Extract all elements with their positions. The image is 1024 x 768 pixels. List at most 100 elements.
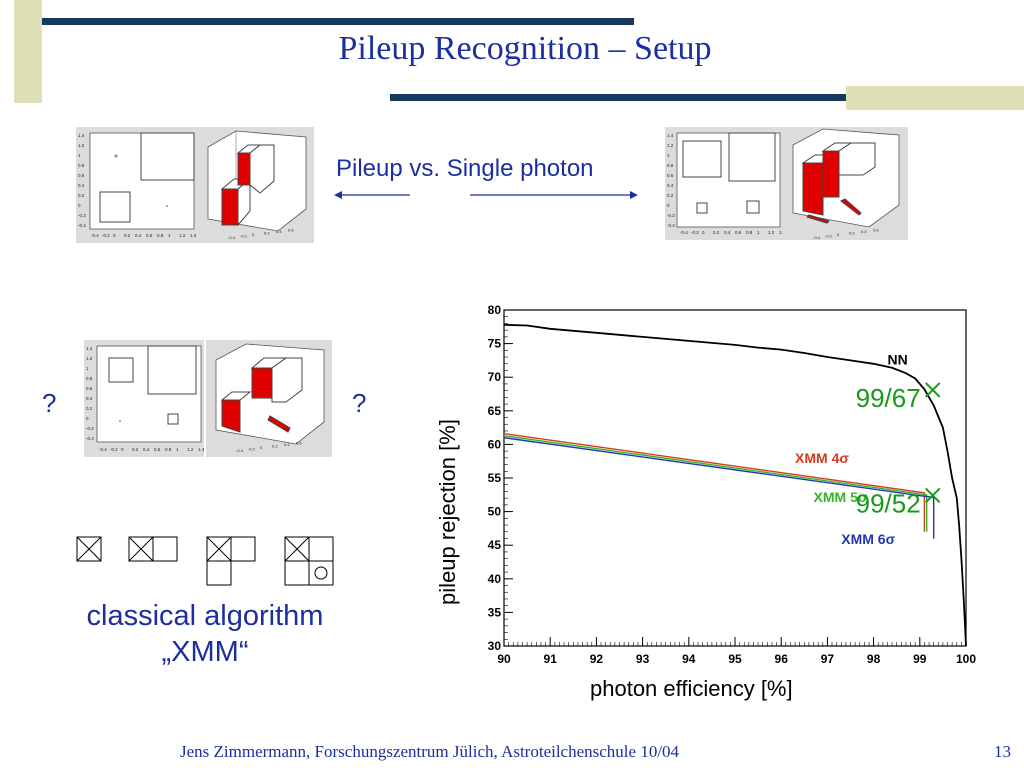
- thumb-x-tick: 0.4: [724, 230, 731, 235]
- lego-tick: 0.4: [276, 229, 282, 234]
- thumb-y-tick: 0.8: [667, 163, 674, 168]
- thumb-y-tick: 1: [667, 153, 670, 158]
- lego-tick: 0: [260, 445, 263, 450]
- header-accent-vertical: [14, 0, 42, 103]
- thumb-x-tick: 1.2: [187, 447, 194, 452]
- thumb-x-tick: 1.4: [779, 230, 783, 235]
- thumb-y-tick: 1.4: [86, 346, 93, 351]
- thumb-y-tick: 0.4: [78, 183, 85, 188]
- question-mark-right: ?: [352, 388, 367, 418]
- thumb-y-tick: -0.2: [86, 426, 94, 431]
- thumb-x-tick: 0: [121, 447, 124, 452]
- x-tick-label: 92: [590, 652, 604, 666]
- thumb-x-tick: 0: [702, 230, 705, 235]
- thumb-y-tick: 0.6: [667, 173, 674, 178]
- thumb-x-tick: -0.2: [102, 233, 110, 238]
- thumb-y-tick: 0.8: [78, 163, 85, 168]
- series-label-3: XMM 6σ: [841, 531, 895, 547]
- y-axis-label: pileup rejection [%]: [435, 419, 460, 605]
- thumb-x-tick: 1: [168, 233, 171, 238]
- y-tick-label: 60: [488, 437, 502, 451]
- thumb-y-tick: 1.2: [78, 143, 85, 148]
- thumb-y-tick: 1.2: [86, 356, 93, 361]
- thumb-x-tick: -0.2: [691, 230, 699, 235]
- pileup-hit-map: -0.4 -0.2 0 0.2 0.4 0.6 0.8 1 1.2 1.41.41.210.80.…: [76, 127, 198, 243]
- thumb-x-tick: 0: [113, 233, 116, 238]
- marker-cross-icon: [925, 382, 941, 398]
- marker-label-0: 99/67: [856, 383, 921, 413]
- y-tick-label: 40: [488, 572, 502, 586]
- series-line-1: [503, 432, 926, 532]
- comparison-arrows: [334, 191, 638, 199]
- series-line-2: [503, 435, 928, 532]
- classic-line-2: „XMM“: [161, 636, 249, 668]
- x-tick-label: 91: [544, 652, 558, 666]
- classical-algorithm-caption: classical algorithm „XMM“: [40, 598, 370, 670]
- lego-tick: 0.4: [284, 442, 290, 447]
- marker-cross-icon: [925, 487, 941, 504]
- page-number: 13: [994, 742, 1011, 761]
- slide-footer: Jens Zimmermann, Forschungszentrum Jülic…: [180, 742, 680, 761]
- thumb-y-tick: -0.4: [78, 223, 86, 228]
- thumb-y-tick: 0: [86, 416, 89, 421]
- single-photon-hit-map: -0.4-0.200.20.40.60.811.21.41.41.210.80.…: [665, 127, 783, 240]
- y-tick-label: 30: [488, 639, 502, 653]
- lego-tick: 0.2: [264, 231, 270, 236]
- lego-tick: -0.4: [236, 448, 244, 453]
- pileup-lego-plot: -0.4 -0.2 0 0.2 0.4 0.6: [198, 127, 314, 243]
- y-tick-label: 65: [488, 404, 502, 418]
- thumb-x-tick: 1.4: [198, 447, 204, 452]
- thumb-x-tick: 0.6: [154, 447, 161, 452]
- thumb-x-tick: 0.8: [746, 230, 753, 235]
- lego-tick: 0.6: [296, 441, 302, 446]
- thumb-x-tick: 0.2: [713, 230, 720, 235]
- thumb-y-tick: -0.4: [86, 436, 94, 441]
- thumb-x-tick: 1: [176, 447, 179, 452]
- thumb-y-tick: 0.4: [667, 183, 674, 188]
- classic-line-1: classical algorithm: [86, 600, 324, 632]
- thumb-y-tick: -0.2: [667, 213, 675, 218]
- y-tick-label: 55: [488, 471, 502, 485]
- series-label-1: XMM 4σ: [795, 450, 849, 466]
- thumb-x-tick: 0.4: [135, 233, 142, 238]
- x-axis-label: photon efficiency [%]: [590, 676, 793, 701]
- slide-title: Pileup Recognition – Setup: [338, 30, 712, 67]
- thumb-y-tick: 0.4: [86, 396, 93, 401]
- thumb-y-tick: -0.4: [667, 223, 675, 228]
- lego-tick: 0.6: [288, 228, 294, 233]
- thumb-x-tick: 0.8: [165, 447, 172, 452]
- thumb-y-tick: -0.2: [78, 213, 86, 218]
- thumb-y-tick: 0: [667, 203, 670, 208]
- thumb-x-tick: 0.2: [132, 447, 139, 452]
- lego-tick: -0.2: [240, 234, 248, 239]
- thumb-x-tick: -0.4: [680, 230, 688, 235]
- series-label-2: XMM 5σ: [814, 489, 868, 505]
- x-tick-label: 90: [497, 652, 511, 666]
- thumb-y-tick: 0.8: [86, 376, 93, 381]
- x-tick-label: 93: [636, 652, 650, 666]
- lego-tick: -0.4: [813, 235, 821, 240]
- thumb-y-tick: 0.6: [78, 173, 85, 178]
- thumb-y-tick: 1.4: [667, 133, 674, 138]
- y-tick-label: 45: [488, 538, 502, 552]
- thumb-x-tick: 0.4: [143, 447, 150, 452]
- lego-tick: 0.4: [861, 229, 867, 234]
- thumb-x-tick: 1.4: [190, 233, 197, 238]
- thumb-x-tick: 0.8: [157, 233, 164, 238]
- series-label-0: NN: [887, 351, 907, 367]
- x-tick-label: 99: [913, 652, 927, 666]
- rejection-efficiency-chart: 90 91 92 93 94 95 96 97 98 99 100 30 35 40 45 50 55 60 65 7…: [488, 303, 977, 666]
- thumb-x-tick: 0.6: [735, 230, 742, 235]
- lego-tick: -0.2: [825, 234, 833, 239]
- header-accent-right: [846, 86, 1024, 110]
- header-rule-top: [42, 18, 634, 25]
- lego-tick: -0.2: [248, 447, 256, 452]
- lego-tick: 0.2: [272, 444, 278, 449]
- xmm-pattern-diagram: [76, 536, 334, 586]
- y-tick-label: 70: [488, 370, 502, 384]
- single-photon-lego-plot: -0.4 -0.2 0 0.2 0.4 0.6: [783, 127, 908, 240]
- thumb-y-tick: 1: [86, 366, 89, 371]
- lego-tick: 0.6: [873, 228, 879, 233]
- question-mark-left: ?: [42, 388, 57, 418]
- ambiguous-lego-plot: -0.4 -0.2 0 0.2 0.4 0.6: [206, 340, 332, 457]
